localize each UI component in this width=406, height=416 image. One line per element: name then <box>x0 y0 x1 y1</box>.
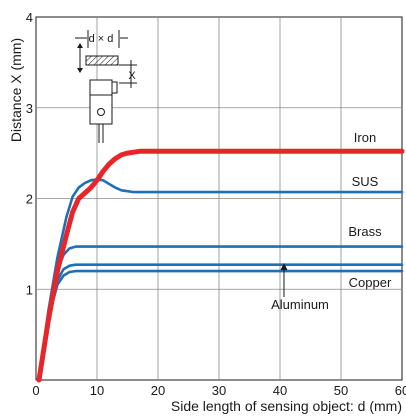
x-tick-label-40: 40 <box>273 383 287 398</box>
label-sus: SUS <box>352 174 379 189</box>
diagram-sensor-mount-hole <box>97 108 105 116</box>
diagram-x-label: X <box>128 70 136 82</box>
label-aluminum: Aluminum <box>271 297 329 312</box>
y-axis-label: Distance X (mm) <box>8 38 24 142</box>
leader-aluminum-arrow <box>280 263 288 270</box>
label-brass: Brass <box>348 224 382 239</box>
x-tick-label-10: 10 <box>90 383 104 398</box>
y-tick-label-4: 4 <box>26 10 33 25</box>
y-tick-label-1: 1 <box>26 282 33 297</box>
y-tick-label-3: 3 <box>26 101 33 116</box>
label-iron: Iron <box>354 130 376 145</box>
x-tick-label-0: 0 <box>32 383 39 398</box>
x-tick-label-50: 50 <box>334 383 348 398</box>
label-copper: Copper <box>349 275 392 290</box>
x-tick-label-30: 30 <box>212 383 226 398</box>
x-tick-label-60: 60 <box>395 383 406 398</box>
diagram-sensor-body <box>89 79 113 125</box>
diagram-d-label: d × d <box>89 33 114 45</box>
y-tick-label-2: 2 <box>26 192 33 207</box>
series-lines <box>36 148 405 383</box>
x-tick-label-20: 20 <box>151 383 165 398</box>
sensor-diagram: d × d X <box>75 30 137 143</box>
diagram-arrowhead-up <box>77 43 83 48</box>
series-line-iron <box>36 148 405 383</box>
x-axis-label: Side length of sensing object: d (mm) <box>171 398 402 414</box>
series-line-sus <box>37 178 404 382</box>
diagram-sensing-object <box>85 55 119 66</box>
gridlines <box>36 17 402 380</box>
tick-labels: 0 10 20 30 40 50 60 1 2 3 4 <box>26 10 406 398</box>
diagram-sensor-indicator <box>111 81 118 94</box>
series-line-brass <box>37 245 404 382</box>
diagram-arrowhead-down <box>77 68 83 73</box>
